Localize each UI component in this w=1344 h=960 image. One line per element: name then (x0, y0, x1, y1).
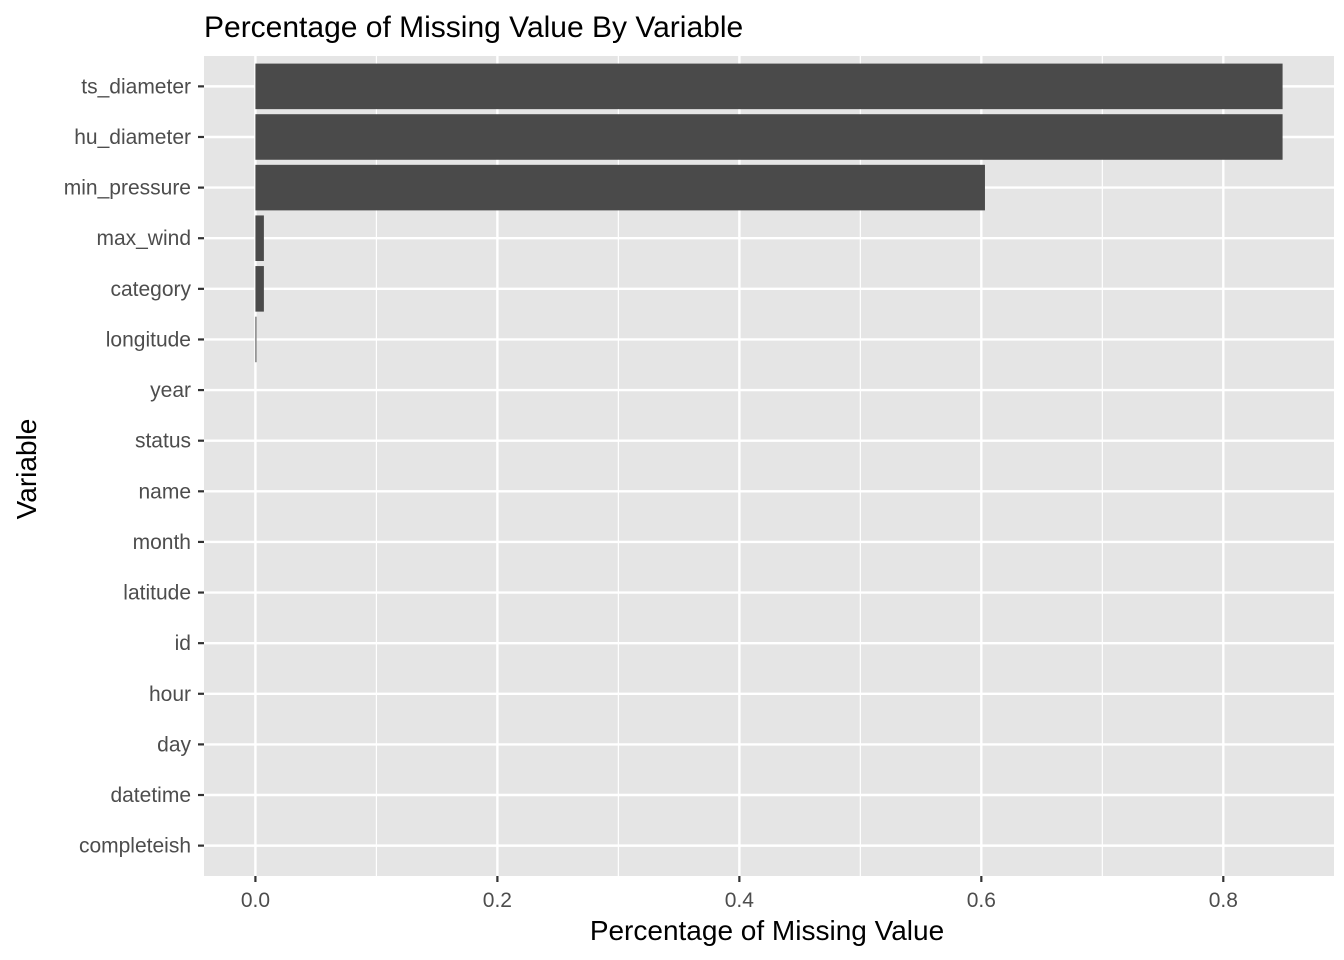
y-tick-label: longitude (106, 328, 191, 351)
bar-longitude (255, 316, 257, 363)
y-tick-label: name (138, 480, 191, 503)
bar-category (255, 266, 264, 312)
y-tick-label: ts_diameter (81, 75, 191, 98)
x-tick-label: 0.2 (483, 889, 512, 912)
y-tick-label: category (110, 278, 191, 301)
y-tick-label: latitude (123, 582, 191, 605)
bar-hu_diameter (255, 114, 1283, 160)
y-axis-title: Variable (11, 419, 42, 520)
x-tick-label: 0.8 (1209, 889, 1238, 912)
x-tick-label: 0.4 (725, 889, 755, 912)
x-axis-title: Percentage of Missing Value (590, 915, 944, 946)
y-axis: ts_diameter hu_diameter min_pressure max_wi… (64, 75, 204, 858)
chart-title: Percentage of Missing Value By Variable (204, 11, 743, 44)
bar-max_wind (255, 215, 264, 261)
y-tick-label: completeish (79, 835, 191, 858)
y-tick-label: day (157, 733, 191, 756)
bars (255, 63, 1283, 363)
x-axis: 0.0 0.2 0.4 0.6 0.8 (241, 876, 1238, 912)
y-tick-label: month (133, 531, 191, 554)
y-tick-label: min_pressure (64, 177, 191, 200)
y-tick-label: hu_diameter (74, 126, 191, 149)
y-tick-label: id (175, 632, 191, 655)
y-tick-label: datetime (110, 784, 191, 807)
bar-min_pressure (255, 164, 985, 211)
y-tick-label: max_wind (96, 227, 191, 250)
y-tick-label: hour (149, 683, 191, 706)
x-tick-label: 0.6 (967, 889, 996, 912)
bar-ts_diameter (255, 63, 1283, 110)
x-tick-label: 0.0 (241, 889, 270, 912)
y-tick-label: year (150, 379, 191, 402)
y-tick-label: status (135, 430, 191, 453)
